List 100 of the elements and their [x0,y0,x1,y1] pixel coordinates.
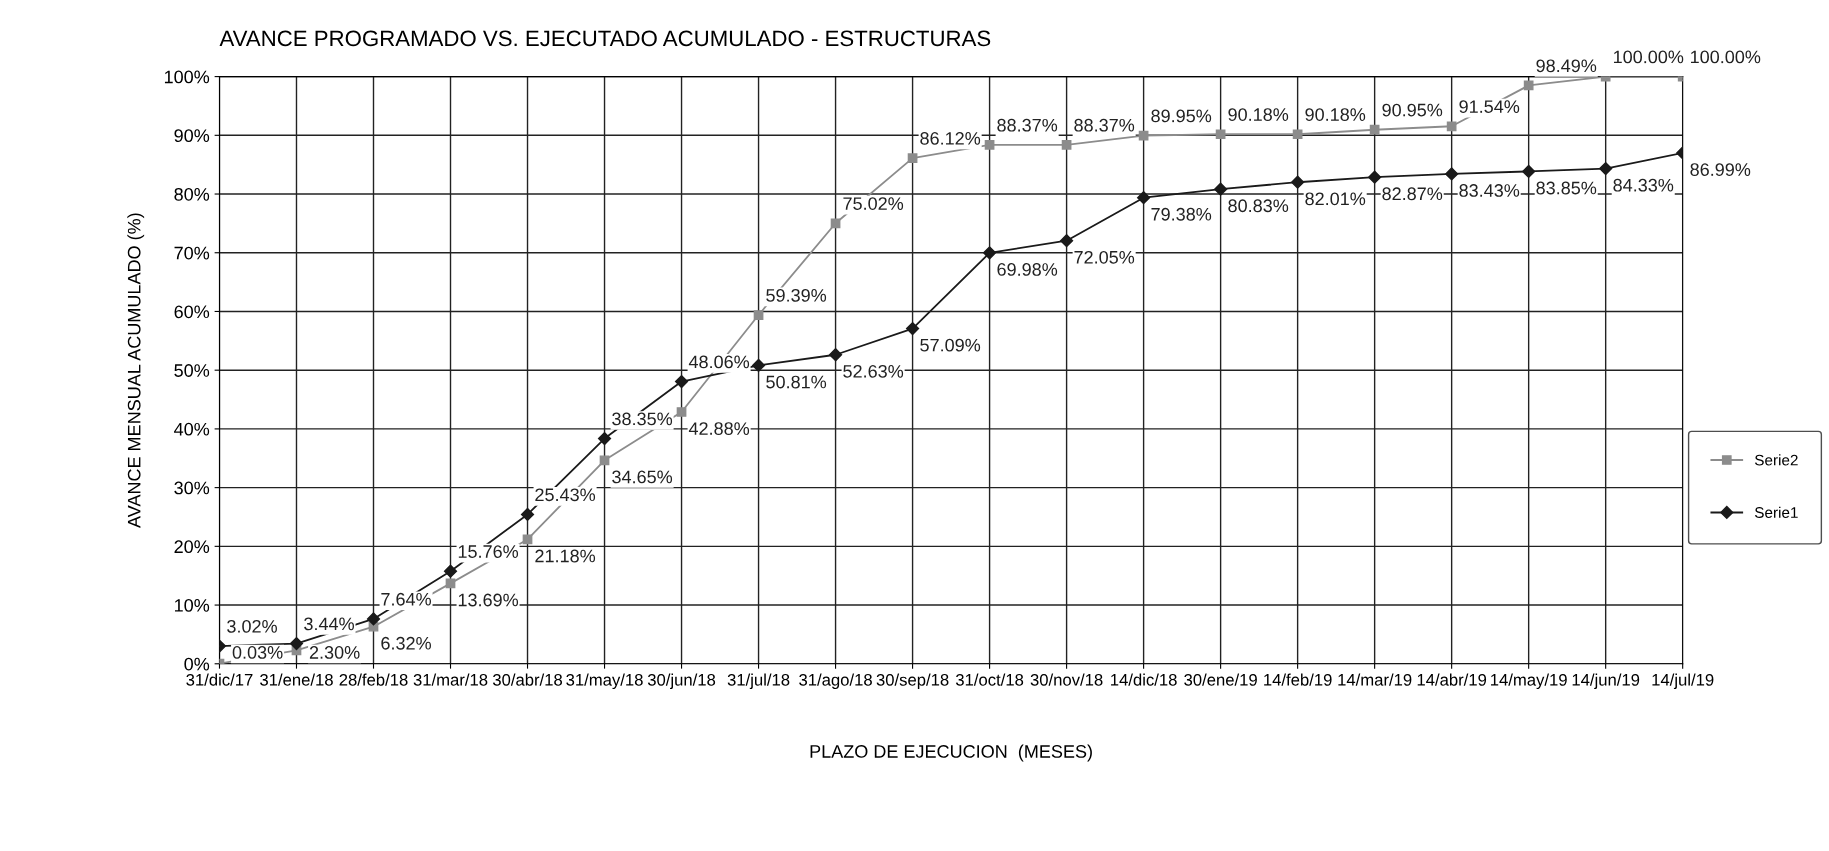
data-label: 89.95% [1151,109,1212,123]
x-tick-label: 14/mar/19 [1338,673,1412,686]
point [1445,167,1459,181]
x-tick-label: 14/abr/19 [1417,673,1487,686]
y-tick-label: 30% [174,481,210,495]
y-tick-label: 60% [174,305,210,319]
data-label: 13.69% [458,593,519,607]
data-label: 86.12% [920,132,981,145]
y-tick-label: 100% [164,70,210,84]
data-label: 2.30% [309,646,360,659]
point [751,358,766,373]
y-tick-label: 90% [174,129,210,143]
x-tick-label: 14/may/19 [1491,673,1567,690]
x-tick-label: 31/jul/18 [727,673,790,690]
x-tick-label: 31/may/18 [566,673,643,690]
data-label: 88.37% [997,118,1058,132]
data-label: 6.32% [381,636,431,650]
point [597,432,612,446]
point [289,636,304,651]
chart-title: AVANCE PROGRAMADO VS. EJECUTADO ACUMULADO - ESTRUCTURAS [219,30,991,47]
data-label: 59.39% [766,288,827,302]
x-tick-label: 30/abr/18 [492,673,563,686]
data-label: 57.09% [920,338,981,352]
point [1446,121,1457,132]
x-tick-label: 30/nov/18 [1030,673,1103,686]
data-label: 90.18% [1305,108,1366,121]
data-label: 52.63% [843,364,904,378]
data-label: 3.44% [304,617,354,631]
x-tick-label: 14/jun/19 [1572,673,1640,690]
point [443,564,458,578]
point [1599,162,1613,176]
point [1522,164,1536,179]
data-label: 69.98% [997,263,1058,276]
data-label: 100.00% [1613,50,1684,64]
point [905,321,920,336]
point [599,455,610,466]
point [1292,129,1303,140]
point [676,407,687,417]
y-axis-title: AVANCE MENSUAL ACUMULADO (%) [127,213,145,528]
data-label: 34.65% [612,470,673,484]
point [828,348,843,362]
data-label: 90.95% [1382,103,1443,117]
x-tick-label: 30/ene/19 [1184,673,1257,686]
data-label: 80.83% [1228,199,1289,213]
data-label: 75.02% [843,197,904,210]
x-tick-label: 31/ene/18 [260,673,333,686]
point [1523,80,1534,91]
point [1060,234,1074,248]
y-tick-label: 80% [174,187,210,201]
data-label: 82.87% [1382,187,1443,201]
point [1369,124,1380,135]
y-tick-label: 10% [175,599,210,612]
point [1137,191,1151,205]
point [984,140,995,150]
point [1215,129,1226,140]
y-tick-label: 0% [184,657,210,671]
data-label: 83.43% [1459,184,1520,197]
data-label: 38.35% [612,412,673,426]
data-label: 0.03% [232,646,283,659]
data-label: 21.18% [535,549,596,563]
data-label: 84.33% [1613,178,1674,192]
y-tick-label: 70% [174,246,210,260]
data-label: 88.37% [1074,118,1135,132]
point [1368,170,1382,184]
data-label: 100.00% [1691,50,1761,64]
x-tick-label: 14/dic/18 [1111,673,1177,686]
point [753,310,764,320]
x-tick-label: 30/sep/18 [876,673,949,690]
x-tick-label: 31/mar/18 [413,673,488,686]
data-label: 91.54% [1459,100,1520,113]
legend-label: Serie2 [1754,454,1798,466]
y-tick-label: 50% [174,364,210,377]
point [366,612,381,626]
data-label: 50.81% [766,375,827,389]
data-label: 86.99% [1690,163,1751,176]
x-tick-label: 28/feb/18 [339,673,408,686]
data-label: 82.01% [1305,192,1366,206]
data-label: 42.88% [688,422,750,435]
x-axis-title: PLAZO DE EJECUCION (MESES) [810,744,1092,762]
y-tick-label: 20% [174,540,210,554]
point [520,507,535,522]
data-label: 72.05% [1074,250,1135,264]
x-tick-label: 14/feb/19 [1264,673,1332,686]
y-tick-label: 40% [174,422,210,436]
data-label: 90.18% [1228,108,1289,121]
point [830,218,841,229]
data-label: 83.85% [1536,181,1597,195]
point [907,153,918,163]
point [1061,140,1072,150]
point [982,246,997,260]
point [1291,175,1305,189]
data-label: 7.64% [381,592,431,606]
data-label: 79.38% [1151,207,1212,221]
x-tick-label: 30/jun/18 [647,673,716,690]
point [674,374,689,389]
data-label: 98.49% [1536,59,1597,73]
data-label: 25.43% [535,488,596,502]
data-label: 3.02% [227,619,277,633]
data-label: 48.06% [688,355,750,369]
data-label: 15.76% [458,545,519,558]
